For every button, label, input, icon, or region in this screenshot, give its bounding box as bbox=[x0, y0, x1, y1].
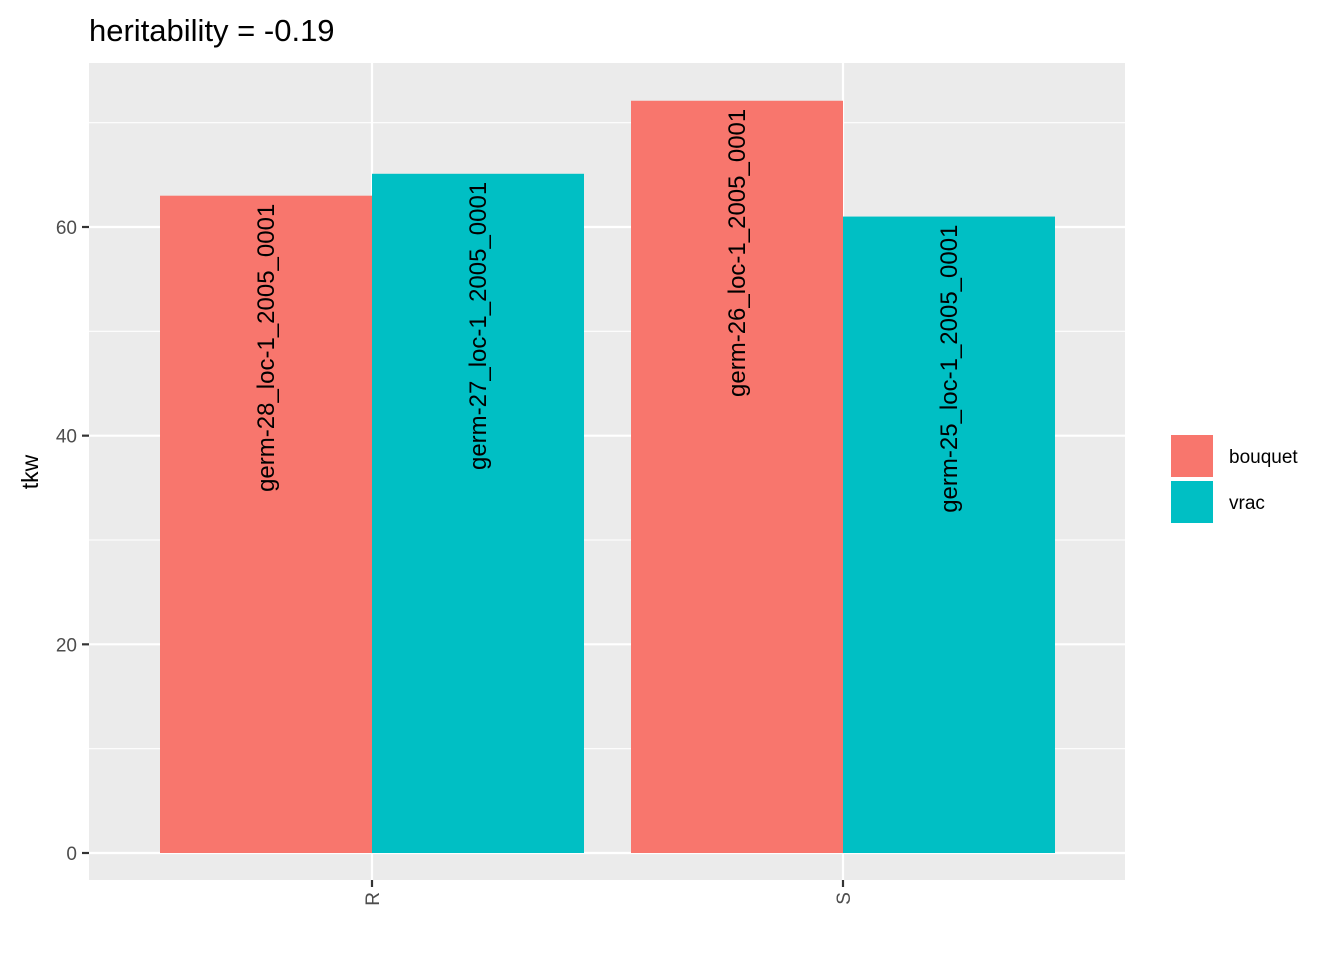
legend-label-vrac: vrac bbox=[1229, 493, 1265, 514]
bar-labels: germ-28_loc-1_2005_0001 germ-27_loc-1_200… bbox=[253, 109, 963, 513]
y-tick-label-2: 40 bbox=[56, 427, 77, 448]
legend: bouquet vrac bbox=[1171, 435, 1298, 523]
legend-key-bouquet bbox=[1171, 435, 1213, 477]
bar-vrac-R bbox=[372, 173, 584, 854]
y-axis: 0 20 40 60 bbox=[56, 218, 89, 865]
bar-label-bouquet-R: germ-28_loc-1_2005_0001 bbox=[253, 204, 280, 492]
bar-label-bouquet-S: germ-26_loc-1_2005_0001 bbox=[724, 109, 751, 397]
chart-title: heritability = -0.19 bbox=[89, 13, 335, 48]
legend-key-vrac bbox=[1171, 481, 1213, 523]
bar-label-vrac-R: germ-27_loc-1_2005_0001 bbox=[465, 182, 492, 470]
y-tick-label-3: 60 bbox=[56, 218, 77, 239]
y-axis-title: tkw bbox=[17, 454, 43, 489]
bar-label-vrac-S: germ-25_loc-1_2005_0001 bbox=[936, 225, 963, 513]
bars bbox=[160, 100, 1055, 854]
bar-bouquet-S bbox=[631, 100, 843, 854]
x-tick-label-R: R bbox=[363, 892, 384, 906]
legend-label-bouquet: bouquet bbox=[1229, 447, 1298, 468]
bar-bouquet-R bbox=[160, 195, 372, 853]
y-tick-label-1: 20 bbox=[56, 635, 77, 656]
y-tick-label-0: 0 bbox=[66, 844, 77, 865]
x-tick-label-S: S bbox=[834, 892, 855, 905]
bar-vrac-S bbox=[843, 216, 1055, 854]
